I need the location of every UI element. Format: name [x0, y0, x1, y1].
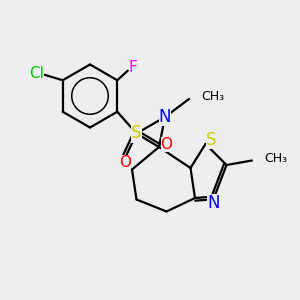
Text: N: N — [207, 194, 220, 212]
Text: CH₃: CH₃ — [264, 152, 287, 166]
Text: S: S — [131, 124, 142, 142]
Text: Cl: Cl — [29, 66, 44, 81]
Text: N: N — [159, 108, 171, 126]
Text: F: F — [129, 60, 138, 75]
Text: S: S — [206, 131, 216, 149]
Text: O: O — [119, 155, 131, 170]
Text: O: O — [160, 136, 172, 152]
Text: CH₃: CH₃ — [202, 90, 225, 104]
